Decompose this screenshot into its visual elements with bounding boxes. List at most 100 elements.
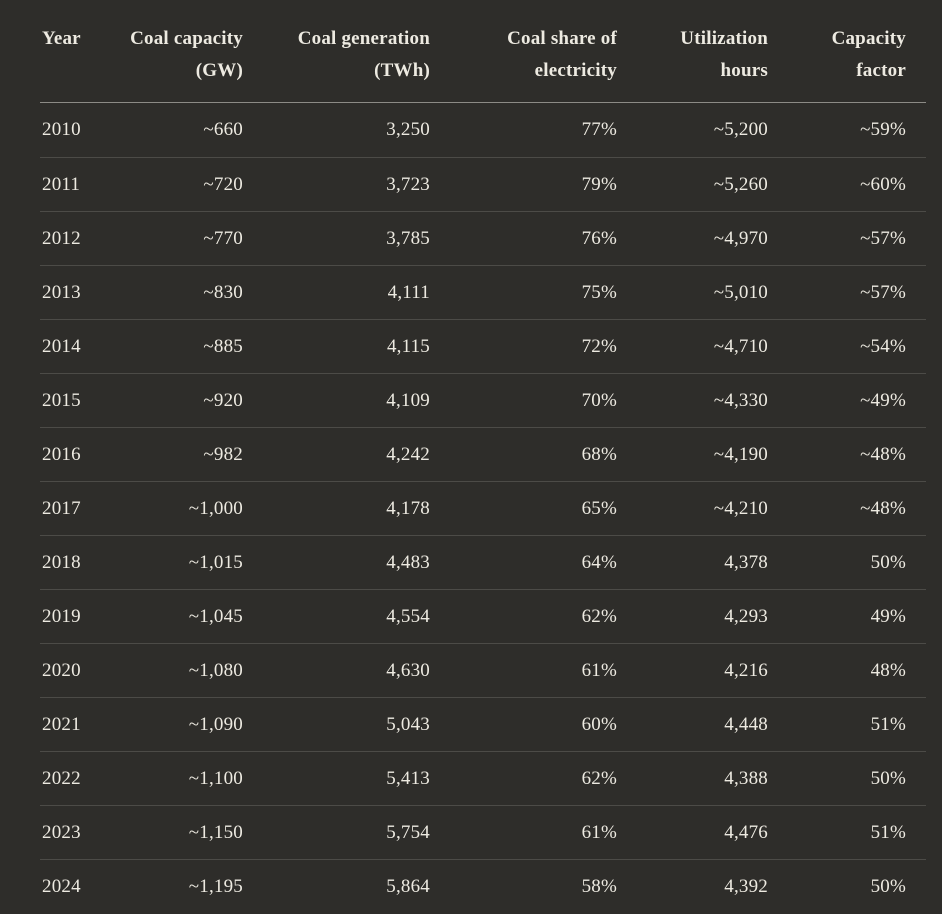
column-header-capacity-factor: Capacity factor (831, 28, 906, 81)
cell-year: 2015 (42, 389, 81, 411)
cell-coal-share-of-electricity: 72% (581, 335, 617, 357)
cell-coal-generation-twh: 4,115 (386, 335, 430, 357)
cell-coal-share-of-electricity: 61% (581, 821, 617, 843)
cell-coal-share-of-electricity: 79% (581, 173, 617, 195)
cell-coal-capacity-gw: ~885 (203, 335, 243, 357)
cell-capacity-factor: 49% (870, 605, 906, 627)
cell-coal-capacity-gw: ~720 (203, 173, 243, 195)
cell-utilization-hours: 4,378 (724, 551, 768, 573)
cell-year: 2018 (42, 551, 81, 573)
table-row: 2016 ~982 4,242 68% ~4,190 ~48% (40, 427, 926, 481)
table-row: 2021 ~1,090 5,043 60% 4,448 51% (40, 697, 926, 751)
cell-year: 2012 (42, 227, 81, 249)
table-row: 2020 ~1,080 4,630 61% 4,216 48% (40, 643, 926, 697)
cell-utilization-hours: ~5,200 (713, 119, 768, 140)
cell-coal-capacity-gw: ~1,100 (188, 767, 243, 789)
cell-capacity-factor: ~57% (860, 227, 906, 249)
cell-year: 2019 (42, 605, 81, 627)
cell-coal-generation-twh: 4,554 (386, 605, 430, 627)
table-row: 2023 ~1,150 5,754 61% 4,476 51% (40, 805, 926, 859)
table-row: 2015 ~920 4,109 70% ~4,330 ~49% (40, 373, 926, 427)
cell-capacity-factor: 50% (870, 767, 906, 789)
column-header-utilization-hours: Utilization hours (680, 28, 768, 81)
cell-coal-generation-twh: 4,242 (386, 443, 430, 465)
cell-coal-share-of-electricity: 75% (581, 281, 617, 303)
table-row: 2014 ~885 4,115 72% ~4,710 ~54% (40, 319, 926, 373)
cell-coal-generation-twh: 4,630 (386, 659, 430, 681)
cell-capacity-factor: 50% (870, 551, 906, 573)
table-row: 2012 ~770 3,785 76% ~4,970 ~57% (40, 211, 926, 265)
cell-coal-share-of-electricity: 76% (581, 227, 617, 249)
cell-utilization-hours: 4,216 (724, 659, 768, 681)
cell-year: 2013 (42, 281, 81, 303)
cell-capacity-factor: ~49% (860, 389, 906, 411)
cell-coal-capacity-gw: ~1,080 (188, 659, 243, 681)
cell-coal-share-of-electricity: 60% (581, 713, 617, 735)
column-header-coal-capacity-gw: Coal capacity (GW) (130, 28, 243, 81)
cell-coal-capacity-gw: ~1,150 (188, 821, 243, 843)
cell-year: 2016 (42, 443, 81, 465)
cell-capacity-factor: 51% (870, 713, 906, 735)
cell-coal-capacity-gw: ~1,195 (188, 875, 243, 897)
cell-year: 2024 (42, 875, 81, 897)
cell-capacity-factor: ~54% (860, 335, 906, 357)
cell-year: 2010 (42, 119, 81, 140)
cell-coal-share-of-electricity: 61% (581, 659, 617, 681)
cell-coal-generation-twh: 5,413 (386, 767, 430, 789)
table-row: 2010 ~660 3,250 77% ~5,200 ~59% (40, 103, 926, 157)
table-body: 2010 ~660 3,250 77% ~5,200 ~59% 2011 ~720 3,723 7… (40, 103, 926, 913)
cell-coal-share-of-electricity: 70% (581, 389, 617, 411)
cell-coal-capacity-gw: ~920 (203, 389, 243, 411)
column-header-coal-generation-twh: Coal generation (TWh) (297, 28, 430, 81)
cell-utilization-hours: ~4,970 (713, 227, 768, 249)
cell-utilization-hours: 4,448 (724, 713, 768, 735)
cell-coal-capacity-gw: ~830 (203, 281, 243, 303)
cell-year: 2017 (42, 497, 81, 519)
cell-year: 2014 (42, 335, 81, 357)
cell-utilization-hours: 4,388 (724, 767, 768, 789)
cell-coal-generation-twh: 3,723 (386, 173, 430, 195)
cell-capacity-factor: ~48% (860, 497, 906, 519)
cell-coal-generation-twh: 5,754 (386, 821, 430, 843)
cell-coal-capacity-gw: ~1,045 (188, 605, 243, 627)
column-header-year: Year (42, 28, 81, 49)
table-row: 2018 ~1,015 4,483 64% 4,378 50% (40, 535, 926, 589)
cell-capacity-factor: ~59% (860, 119, 906, 140)
cell-coal-share-of-electricity: 58% (581, 875, 617, 897)
cell-coal-capacity-gw: ~1,015 (188, 551, 243, 573)
table-header-row: Year Coal capacity (GW) Coal generation (T… (40, 0, 926, 103)
cell-year: 2020 (42, 659, 81, 681)
cell-year: 2021 (42, 713, 81, 735)
cell-coal-share-of-electricity: 62% (581, 767, 617, 789)
cell-capacity-factor: 51% (870, 821, 906, 843)
cell-year: 2022 (42, 767, 81, 789)
cell-utilization-hours: 4,476 (724, 821, 768, 843)
cell-utilization-hours: ~5,260 (713, 173, 768, 195)
cell-utilization-hours: ~4,710 (713, 335, 768, 357)
cell-utilization-hours: ~4,330 (713, 389, 768, 411)
cell-capacity-factor: 48% (870, 659, 906, 681)
cell-coal-generation-twh: 5,864 (386, 875, 430, 897)
cell-coal-generation-twh: 4,111 (387, 281, 430, 303)
cell-coal-generation-twh: 3,785 (386, 227, 430, 249)
table-row: 2019 ~1,045 4,554 62% 4,293 49% (40, 589, 926, 643)
cell-coal-capacity-gw: ~770 (203, 227, 243, 249)
table-row: 2017 ~1,000 4,178 65% ~4,210 ~48% (40, 481, 926, 535)
cell-coal-capacity-gw: ~982 (203, 443, 243, 465)
cell-coal-share-of-electricity: 68% (581, 443, 617, 465)
cell-coal-share-of-electricity: 64% (581, 551, 617, 573)
cell-capacity-factor: ~60% (860, 173, 906, 195)
cell-utilization-hours: 4,293 (724, 605, 768, 627)
cell-utilization-hours: ~4,210 (713, 497, 768, 519)
cell-coal-share-of-electricity: 77% (581, 119, 617, 140)
table-row: 2024 ~1,195 5,864 58% 4,392 50% (40, 859, 926, 913)
cell-coal-generation-twh: 4,483 (386, 551, 430, 573)
cell-coal-generation-twh: 4,109 (386, 389, 430, 411)
cell-coal-share-of-electricity: 62% (581, 605, 617, 627)
cell-utilization-hours: ~4,190 (713, 443, 768, 465)
cell-coal-generation-twh: 5,043 (386, 713, 430, 735)
table-row: 2013 ~830 4,111 75% ~5,010 ~57% (40, 265, 926, 319)
cell-capacity-factor: 50% (870, 875, 906, 897)
cell-coal-share-of-electricity: 65% (581, 497, 617, 519)
coal-statistics-table: Year Coal capacity (GW) Coal generation (T… (40, 0, 926, 913)
